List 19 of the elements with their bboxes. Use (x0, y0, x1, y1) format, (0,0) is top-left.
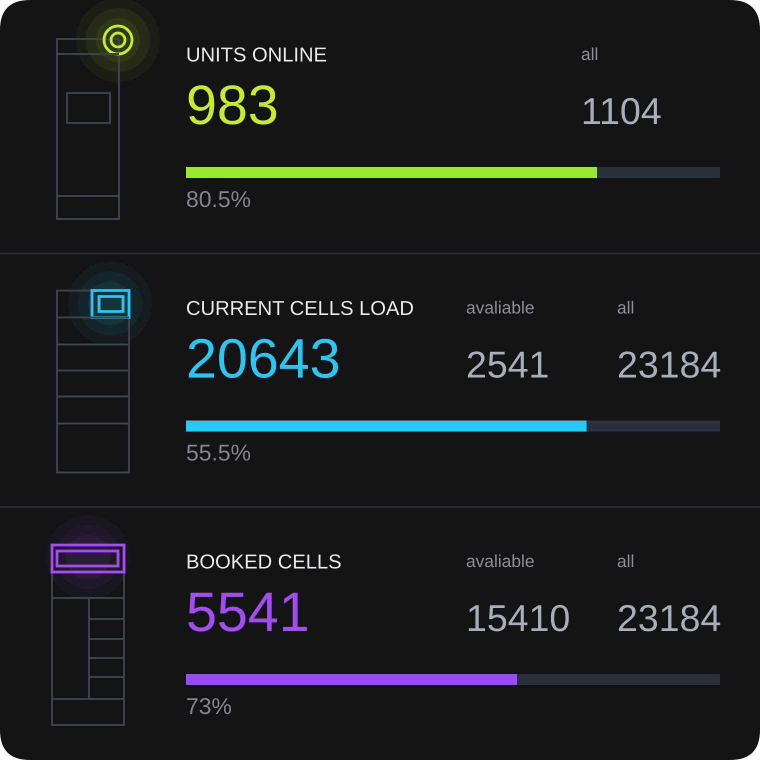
text: 80.5% (186, 191, 250, 208)
text: 15410 (468, 604, 569, 632)
text: 1104 (584, 98, 661, 124)
chart-title: CURRENT CELLS LOAD (187, 300, 413, 316)
text: avaliable (466, 554, 534, 568)
text: avaliable (466, 300, 534, 314)
text: 23184 (618, 351, 720, 378)
text: 983 (188, 85, 276, 125)
chart-title: UNITS ONLINE (188, 47, 326, 62)
text: 20643 (188, 338, 338, 378)
chart-title: BOOKED CELLS (188, 554, 341, 569)
text: 2541 (468, 351, 548, 378)
text: all (618, 300, 634, 314)
text: 23184 (618, 604, 720, 632)
text: 73% (187, 698, 232, 714)
text: all (618, 554, 634, 568)
text: all (582, 47, 598, 60)
text: 5541 (188, 592, 307, 632)
text: 55.5% (186, 444, 250, 461)
